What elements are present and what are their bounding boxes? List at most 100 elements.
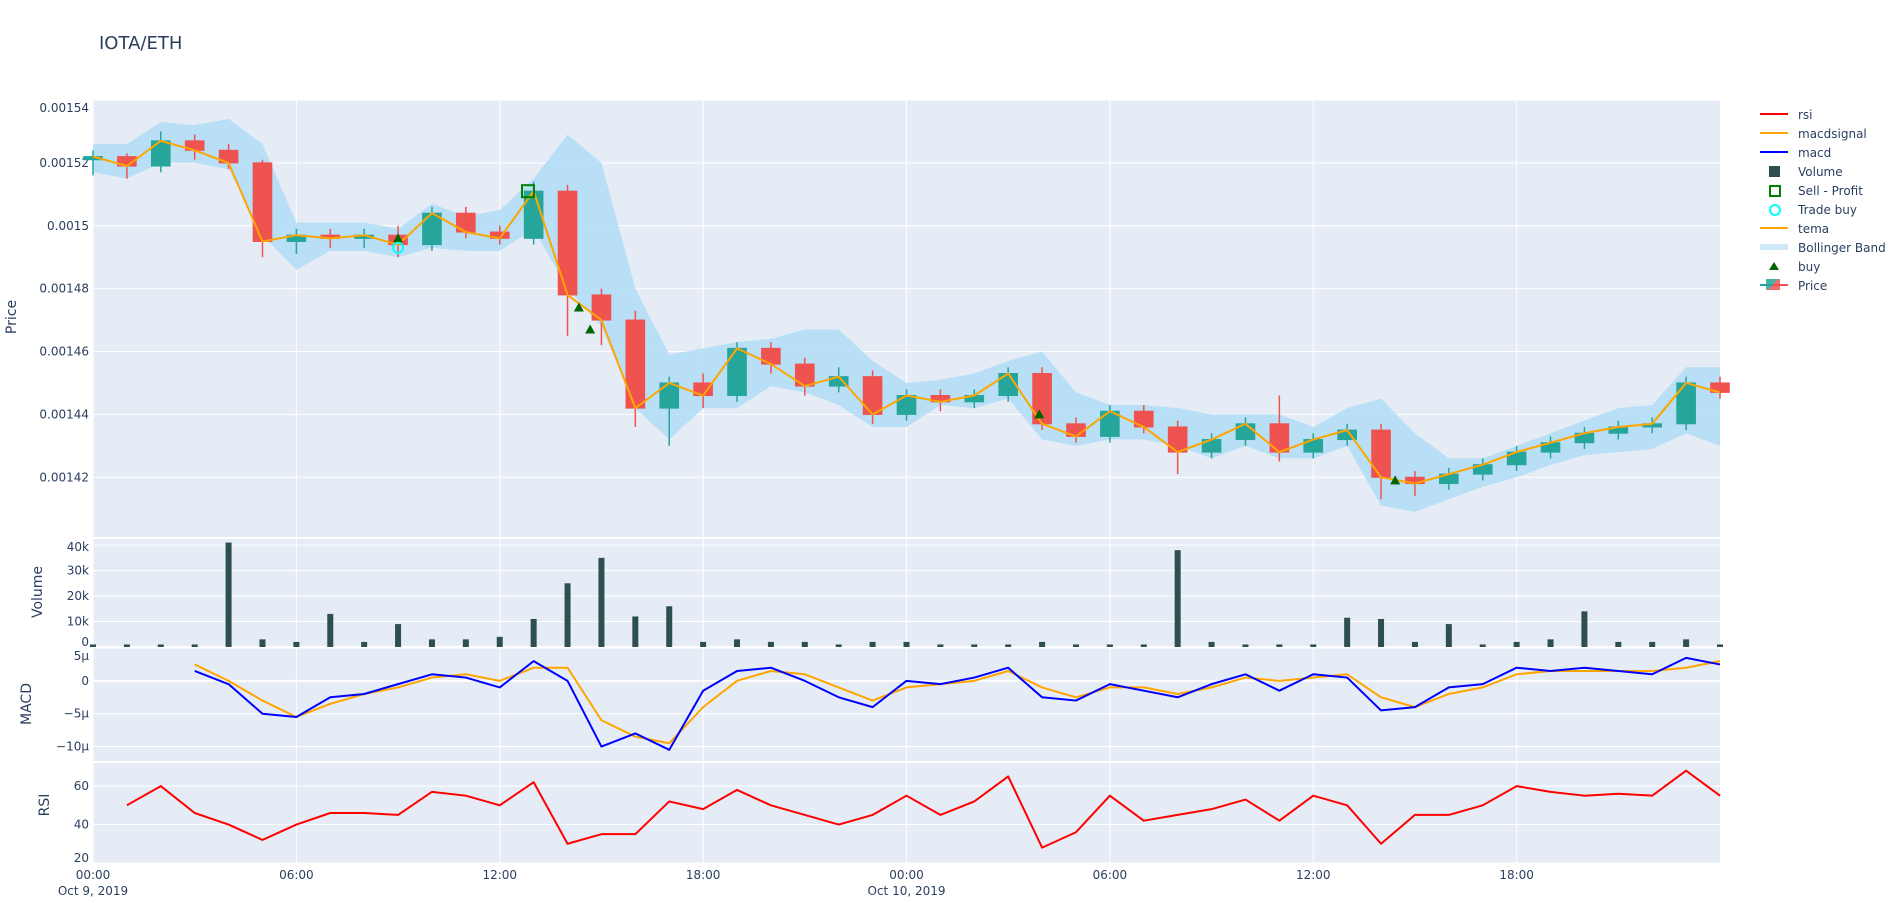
volume-y-tick-label: 20k bbox=[67, 589, 89, 603]
volume-bar bbox=[361, 641, 368, 647]
buy-marker bbox=[1034, 409, 1045, 419]
legend-label: macd bbox=[1798, 145, 1832, 160]
volume-bar bbox=[123, 644, 130, 647]
macd-axis-title: MACD bbox=[19, 683, 35, 725]
volume-bar bbox=[1649, 641, 1656, 647]
buy-marker bbox=[1390, 475, 1401, 485]
candle bbox=[1133, 404, 1154, 434]
x-tick-label: 00:00 bbox=[889, 868, 924, 882]
volume-bar bbox=[1615, 641, 1622, 647]
candlestick-icon bbox=[1758, 276, 1792, 295]
volume-bar bbox=[90, 644, 96, 647]
price-y-tick-label: 0.00148 bbox=[39, 282, 89, 296]
legend-label: Trade buy bbox=[1798, 202, 1857, 217]
x-tick-label: 00:00 bbox=[76, 868, 111, 882]
candle-body bbox=[1371, 429, 1391, 478]
volume-bar bbox=[395, 624, 402, 647]
volume-bar bbox=[1276, 644, 1283, 647]
macd-y-tick-label: −10µ bbox=[56, 740, 89, 754]
volume-bar bbox=[903, 641, 910, 647]
rsi-y-tick-label: 60 bbox=[74, 779, 89, 793]
price-y-tick-label: 0.0015 bbox=[47, 219, 89, 233]
volume-bar bbox=[1106, 644, 1113, 647]
volume-bar bbox=[1208, 641, 1215, 647]
volume-bar bbox=[1174, 550, 1181, 647]
price-y-tick-label: 0.00146 bbox=[39, 345, 89, 359]
triangle-up-darkgreen-icon bbox=[1758, 257, 1792, 276]
legend-item-sell-profit[interactable]: Sell - Profit bbox=[1758, 181, 1886, 200]
volume-bar bbox=[1242, 644, 1249, 647]
legend-label: buy bbox=[1798, 259, 1821, 274]
volume-bar bbox=[937, 644, 944, 647]
price-y-tick-label: 0.00152 bbox=[39, 156, 89, 170]
legend-label: macdsignal bbox=[1798, 126, 1867, 141]
volume-bar bbox=[1513, 641, 1520, 647]
legend-label: Volume bbox=[1798, 164, 1843, 179]
candle-body bbox=[252, 162, 273, 242]
x-tick-label: 18:00 bbox=[1499, 868, 1534, 882]
volume-bar bbox=[191, 644, 198, 647]
volume-bar bbox=[598, 557, 605, 647]
volume-bar bbox=[225, 542, 232, 647]
legend-item-macd[interactable]: macd bbox=[1758, 143, 1886, 162]
x-tick-label: 18:00 bbox=[686, 868, 721, 882]
legend-item-price[interactable]: Price bbox=[1758, 276, 1886, 295]
x-tick-label: 06:00 bbox=[279, 868, 314, 882]
chart-title: IOTA/ETH bbox=[99, 33, 183, 54]
volume-bar bbox=[1039, 641, 1046, 647]
legend-item-rsi[interactable]: rsi bbox=[1758, 105, 1886, 124]
candle bbox=[1676, 376, 1696, 431]
legend-label: Sell - Profit bbox=[1798, 183, 1863, 198]
volume-bar bbox=[327, 613, 334, 647]
rsi-y-tick-label: 40 bbox=[74, 818, 89, 832]
legend-item-tema[interactable]: tema bbox=[1758, 219, 1886, 238]
candle bbox=[1303, 433, 1324, 459]
volume-bar bbox=[1344, 617, 1351, 647]
candle bbox=[693, 373, 713, 409]
volume-y-tick-label: 10k bbox=[67, 615, 89, 629]
legend-label: Price bbox=[1798, 278, 1828, 293]
legend-label: tema bbox=[1798, 221, 1830, 236]
candle bbox=[761, 342, 781, 374]
volume-y-tick-label: 40k bbox=[67, 540, 89, 554]
buy-marker bbox=[585, 324, 596, 334]
volume-bar bbox=[428, 639, 435, 647]
price-y-tick-label: 0.00154 bbox=[39, 101, 89, 115]
price-axis-title: Price bbox=[4, 300, 20, 334]
x-date-label: Oct 9, 2019 bbox=[58, 884, 128, 898]
legend-item-volume[interactable]: Volume bbox=[1758, 162, 1886, 181]
buy-marker bbox=[393, 233, 404, 243]
volume-bar bbox=[1581, 611, 1588, 647]
legend-item-macdsignal[interactable]: macdsignal bbox=[1758, 124, 1886, 143]
sell-profit-marker bbox=[520, 184, 535, 199]
square-darkslategray-icon bbox=[1758, 162, 1792, 181]
macd-y-tick-label: 5µ bbox=[74, 649, 90, 663]
legend-label: Bollinger Band bbox=[1798, 240, 1886, 255]
legend-item-trade-buy[interactable]: Trade buy bbox=[1758, 200, 1886, 219]
volume-bar bbox=[835, 644, 842, 647]
x-tick-label: 12:00 bbox=[1296, 868, 1331, 882]
band-lightblue-icon bbox=[1758, 238, 1792, 257]
volume-bar bbox=[869, 641, 876, 647]
legend-label: rsi bbox=[1798, 107, 1813, 122]
candle-body bbox=[523, 190, 544, 239]
volume-bar bbox=[801, 641, 808, 647]
price-y-tick-label: 0.00142 bbox=[39, 470, 89, 484]
volume-bar bbox=[1717, 644, 1723, 647]
volume-bar bbox=[632, 616, 639, 647]
volume-axis-title: Volume bbox=[30, 566, 46, 618]
legend-item-bollinger-band[interactable]: Bollinger Band bbox=[1758, 238, 1886, 257]
volume-bar bbox=[1445, 624, 1452, 647]
candle bbox=[557, 184, 578, 336]
volume-bar bbox=[1310, 644, 1317, 647]
circle-open-cyan-icon bbox=[1758, 200, 1792, 219]
volume-bar bbox=[530, 618, 537, 647]
candle-body bbox=[625, 319, 646, 409]
macd-line bbox=[194, 656, 1721, 751]
candle bbox=[1032, 367, 1052, 431]
square-open-green-icon bbox=[1758, 181, 1792, 200]
bollinger-band bbox=[93, 118, 1720, 512]
legend: rsi macdsignal macd Volume Sell - Profit Trad… bbox=[1758, 105, 1886, 295]
candle-body bbox=[1676, 382, 1696, 425]
legend-item-buy[interactable]: buy bbox=[1758, 257, 1886, 276]
